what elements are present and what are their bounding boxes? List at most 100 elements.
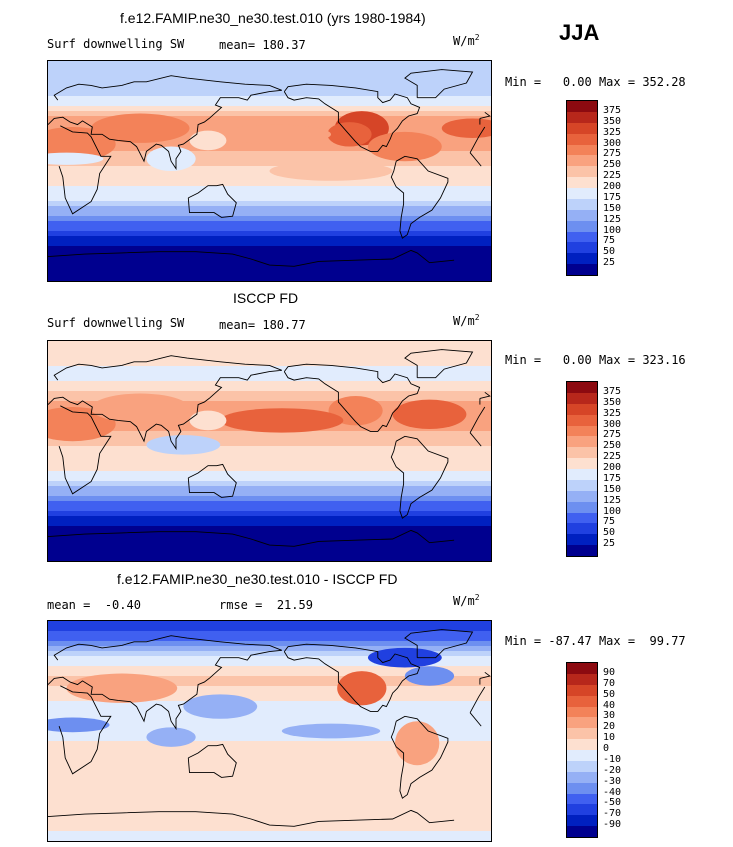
colorbar-tick-label: -40 (603, 786, 622, 798)
colorbar-swatch (567, 458, 597, 469)
coastline (283, 643, 421, 712)
field-band (48, 631, 491, 637)
field-band (48, 241, 491, 247)
colorbar-tick-label: 125 (603, 494, 622, 506)
panel1-minmax: Min = 0.00 Max = 352.28 (505, 75, 686, 89)
coastline (404, 69, 474, 99)
coastline (390, 715, 449, 799)
field-band (48, 691, 491, 697)
panel1-mean-value: 180.37 (262, 38, 306, 52)
field-band (48, 346, 491, 352)
field-band (48, 816, 491, 822)
field-band (48, 826, 491, 832)
coastline (187, 743, 237, 778)
field-band (48, 441, 491, 447)
field-band (48, 161, 491, 167)
colorbar-swatch (567, 220, 597, 232)
colorbar-swatch (567, 771, 597, 783)
panel2-units: W/m2 (453, 313, 480, 329)
colorbar-tick-label: 100 (603, 224, 622, 236)
field-band (48, 371, 491, 377)
panel3-rmse-label: rmse = 21.59 (219, 598, 313, 612)
colorbar-swatch (567, 166, 597, 178)
colorbar-tick-label: -70 (603, 808, 622, 820)
coastline (479, 111, 491, 119)
field-band (48, 261, 491, 267)
field-feature (404, 666, 455, 686)
coastline (390, 155, 449, 239)
coastline (58, 125, 112, 215)
field-feature (183, 694, 258, 719)
field-band (48, 801, 491, 807)
field-band (48, 146, 491, 152)
field-band (48, 231, 491, 237)
field-band (48, 71, 491, 77)
season-label: JJA (559, 20, 600, 45)
field-band (48, 791, 491, 797)
field-band (48, 676, 491, 682)
panel3-colorbar (566, 662, 598, 838)
colorbar-swatch (567, 750, 597, 761)
field-band (48, 361, 491, 367)
panel1-units: W/m2 (453, 33, 480, 49)
colorbar-swatch (567, 382, 597, 393)
field-band (48, 741, 491, 747)
field-band (48, 476, 491, 482)
colorbar-tick-label: 200 (603, 181, 622, 192)
colorbar-swatch (567, 155, 597, 167)
field-band (48, 356, 491, 362)
colorbar-swatch (567, 436, 597, 448)
field-band (48, 771, 491, 777)
field-feature (48, 717, 110, 733)
field-band (48, 156, 491, 162)
field-band (48, 366, 491, 372)
colorbar-tick-label: 50 (603, 688, 616, 700)
colorbar-tick-label: 50 (603, 246, 616, 258)
colorbar-tick-label: 350 (603, 115, 622, 127)
field-band (48, 821, 491, 827)
coastline (390, 435, 449, 519)
coastline (48, 75, 282, 171)
colorbar-tick-label: 300 (603, 137, 622, 149)
field-feature (146, 146, 196, 171)
field-band (48, 246, 491, 252)
field-band (48, 436, 491, 442)
field-band (48, 226, 491, 232)
panel1-field (48, 61, 491, 281)
colorbar-swatch (567, 804, 597, 816)
coastline (469, 432, 482, 447)
panel3-rmse-value: 21.59 (276, 598, 313, 612)
colorbar-swatch (567, 512, 597, 524)
field-band (48, 511, 491, 517)
colorbar-swatch (567, 760, 597, 772)
panel3-max-value: 99.77 (649, 634, 686, 648)
panel3-units: W/m2 (453, 593, 480, 609)
colorbar-tick-label: 10 (603, 732, 616, 744)
field-band (48, 766, 491, 772)
field-feature (257, 446, 405, 461)
colorbar-swatch (567, 414, 597, 426)
colorbar-tick-label: 175 (603, 191, 622, 203)
field-feature (395, 721, 440, 766)
coastline (187, 183, 237, 218)
field-band (48, 271, 491, 277)
field-band (48, 531, 491, 537)
field-band (48, 86, 491, 92)
field-band (48, 196, 491, 202)
colorbar-swatch (567, 264, 597, 275)
field-band (48, 806, 491, 812)
panel1-variable-label: Surf downwelling SW (47, 37, 185, 51)
colorbar-swatch (567, 242, 597, 254)
field-band (48, 491, 491, 497)
panel2-colorbar (566, 381, 598, 557)
field-band (48, 66, 491, 72)
field-band (48, 201, 491, 207)
colorbar-swatch (567, 188, 597, 199)
field-band (48, 251, 491, 257)
field-band (48, 661, 491, 667)
panel2-variable-label: Surf downwelling SW (47, 316, 185, 330)
colorbar-swatch (567, 739, 597, 750)
coastline (479, 671, 491, 679)
field-band (48, 621, 491, 627)
field-band (48, 471, 491, 477)
